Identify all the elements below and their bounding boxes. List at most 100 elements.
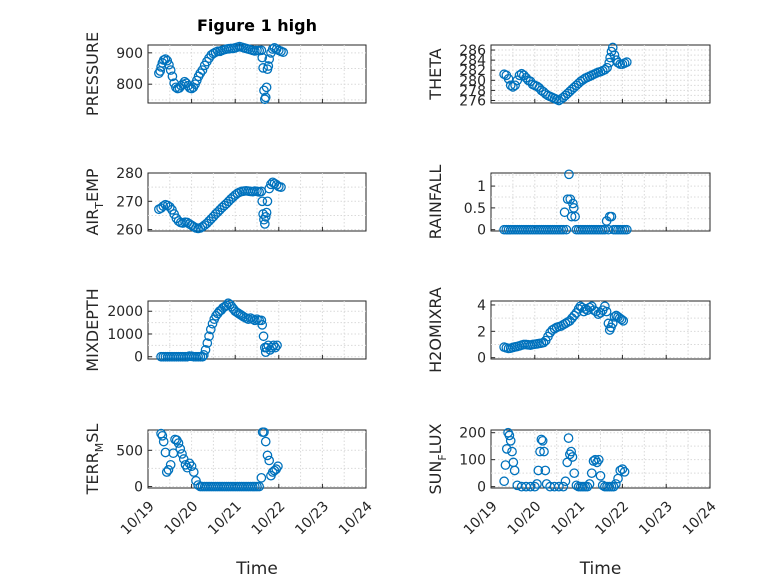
x-tick-label: 10/21 [205,498,245,538]
y-axis-label-part: AIR [83,209,102,236]
data-point [164,59,174,70]
x-tick-label: 10/24 [680,498,720,538]
data-point [262,196,273,207]
x-axis-label: Time [235,559,278,579]
data-point [177,449,187,459]
data-point [186,461,197,472]
y-tick-label: 1 [477,179,486,195]
x-tick-label: 10/19 [118,498,158,538]
data-point [532,479,542,489]
data-point [158,201,169,211]
y-tick-label: 284 [459,53,486,69]
y-axis-label: SUNFLUX [426,423,449,494]
x-tick-label: 10/22 [249,498,289,538]
data-point [529,481,540,492]
data-point [505,80,516,91]
data-point [157,430,168,441]
y-tick-label: 0 [477,223,486,239]
data-point [616,314,627,325]
y-tick-label: 260 [116,223,143,239]
data-point [256,315,267,326]
data-point [175,443,186,454]
y-tick-label: 1000 [107,327,143,343]
data-point [536,434,547,445]
data-point [568,198,578,209]
data-point [163,465,174,475]
data-point [533,465,544,476]
y-tick-label: 276 [459,93,486,109]
y-tick-label: 500 [116,443,143,459]
data-point [509,465,520,476]
y-tick-label: 286 [459,43,486,59]
data-point [501,444,512,454]
data-point [570,211,580,222]
data-point [264,455,275,466]
data-point [257,52,268,63]
data-point [525,481,536,492]
y-tick-label: 200 [459,426,486,442]
data-point [617,464,628,474]
data-point [184,458,195,469]
data-point [273,461,283,472]
data-point [200,345,211,355]
y-tick-label: 4 [477,298,486,314]
data-point [268,340,279,351]
y-axis-label-part: LUX [426,423,445,454]
data-point [591,306,601,317]
data-point [595,471,606,481]
y-tick-label: 0 [477,351,486,367]
data-point [263,61,274,71]
data-point [512,75,523,86]
data-point [621,57,632,67]
data-point [603,224,614,235]
x-tick-label: 10/23 [636,498,676,538]
data-point [566,211,577,222]
chart-title: Figure 1 high [197,16,317,35]
y-axis-label: THETA [426,48,445,100]
subplot-3: 260 270 280 AIRTEMP [83,166,367,239]
data-point [188,467,199,477]
y-axis-label: MIXDEPTH [83,288,102,371]
subplot-8: 0 100 200 10/19 10/20 10/21 10/22 10/23 10/24 Tim… [426,423,720,579]
data-point [505,435,516,446]
y-axis-label-part: SL [83,424,102,443]
data-point [276,182,286,192]
data-point [510,80,520,91]
data-point [619,466,630,477]
data-point [609,50,620,60]
data-point [595,308,606,318]
data-point [610,479,621,489]
data-point [549,323,560,334]
data-point [264,54,275,64]
data-point [278,47,289,58]
data-point [270,342,281,353]
y-tick-label: 2000 [107,304,143,320]
y-axis-label-subscript: T [93,202,106,210]
x-tick-label: 10/21 [549,498,589,538]
data-point [165,65,176,75]
subplot-5: 0 1000 2000 MIXDEPTH [83,288,367,372]
data-point [161,467,172,477]
data-point [258,331,269,342]
data-point [554,481,564,492]
data-point [558,481,569,492]
data-point [257,320,268,330]
data-point [164,202,175,212]
data-point [158,436,169,447]
y-tick-label: 0 [477,480,486,496]
x-tick-label: 10/22 [592,498,632,538]
y-axis-label-subscript: F [436,454,449,460]
subplot-1: 800 900 PRESSURE Figure 1 high [83,16,367,116]
data-point [254,481,265,492]
data-point [173,438,184,448]
y-axis-label-part: TERR [83,452,102,495]
data-point [606,211,617,222]
data-point [272,340,282,351]
y-axis-label-subscript: M [93,443,106,453]
data-point [266,342,277,353]
subplot-4: 0 0.5 1 RAINFALL [426,165,711,239]
data-point [167,71,178,82]
y-tick-label: 2 [477,324,486,340]
y-axis-label: H2OMIXRA [426,287,445,373]
